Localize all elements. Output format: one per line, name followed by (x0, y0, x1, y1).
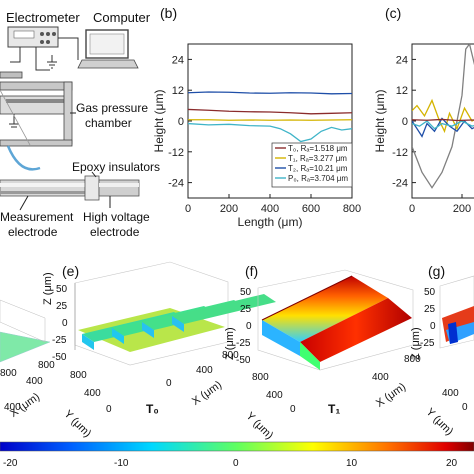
z-tick-e-4: -50 (52, 352, 67, 363)
y-tick-label: 24 (396, 54, 408, 66)
surface-label-f: T₁ (328, 402, 341, 416)
x-tick-label: 800 (343, 203, 361, 215)
measurement-label-1: Measurement (0, 210, 74, 224)
z-tick-g-1: 25 (424, 304, 436, 315)
panel-label-e: (e) (62, 263, 80, 279)
colorbar (0, 441, 474, 452)
y-tick-f-0: 800 (252, 372, 269, 383)
x-axis-label: Length (μm) (238, 215, 303, 229)
colorbar-tick-2: 0 (233, 458, 239, 469)
y-axis-label: Height (μm) (373, 90, 387, 153)
surface-f (257, 269, 414, 371)
panel-label-c: (c) (385, 5, 402, 21)
panel-label-g: (g) (428, 263, 446, 279)
legend-entry-3: P₀, Rₐ=3.704 μm (288, 174, 348, 183)
x-tick-e-0: 0 (166, 378, 172, 389)
hv-label-2: electrode (90, 225, 140, 239)
legend-entry-1: T₁, Rₐ=3.277 μm (288, 154, 347, 163)
x-tick-d-0: 400 (26, 376, 43, 387)
y-tick-f-2: 0 (290, 404, 296, 415)
legend-entry-0: T₀, Rₐ=1.518 μm (288, 144, 348, 153)
panel-label-f: (f) (245, 263, 259, 279)
series-line-3 (412, 120, 474, 130)
y-axis-label: Height (μm) (152, 90, 166, 153)
y-tick-f-1: 400 (266, 390, 283, 401)
y-tick-e-1: 400 (84, 388, 101, 399)
z-tick-f-4: -50 (236, 355, 251, 366)
colorbar-tick-3: 10 (346, 458, 358, 469)
computer-label: Computer (93, 10, 151, 25)
series-line-0 (188, 108, 352, 115)
z-tick-f-2: 0 (246, 321, 252, 332)
ridge-top-3 (172, 294, 276, 324)
x-tick-f-1: 800 (404, 354, 421, 365)
y-tick-label: -12 (392, 147, 408, 159)
z-axis-label-e: Z (μm) (42, 272, 54, 305)
x-tick-d-1: 800 (38, 360, 55, 371)
z-tick-g-2: 0 (430, 321, 436, 332)
y-tick-label: 12 (172, 85, 184, 97)
series-line-1 (412, 98, 474, 134)
z-tick-e-1: 25 (56, 301, 68, 312)
schematic-panel: Electrometer Computer Gas pressure chamb… (0, 0, 165, 250)
y-tick-e-0: 800 (70, 370, 87, 381)
x-tick-label: 200 (453, 203, 471, 215)
series-line-2 (188, 91, 352, 95)
y-tick-d-1: 400 (4, 402, 21, 413)
y-tick-label: -24 (392, 178, 408, 190)
z-tick-f-0: 50 (240, 287, 252, 298)
x-tick-label: 200 (220, 203, 238, 215)
electrometer-label: Electrometer (6, 10, 80, 25)
z-tick-e-3: -25 (52, 335, 67, 346)
z-tick-f-1: 25 (240, 304, 252, 315)
colorbar-tick-1: -10 (114, 458, 129, 469)
legend-entry-2: T₂, Rₐ=10.21 μm (288, 164, 348, 173)
legend-box (271, 142, 353, 188)
z-tick-e-2: 0 (62, 318, 68, 329)
panel-label-b: (b) (160, 5, 178, 21)
surface-label-e: T₀ (146, 402, 159, 416)
series-line-3 (188, 122, 352, 143)
x-tick-label: 0 (409, 203, 415, 215)
z-tick-g-3: -25 (420, 338, 435, 349)
y-tick-g-1: 0 (462, 402, 468, 413)
x-tick-label: 0 (185, 203, 191, 215)
ridge-side-0 (82, 334, 94, 350)
ridge-side-3 (172, 316, 184, 332)
colorbar-tick-4: 20 (446, 458, 458, 469)
z-tick-f-3: -25 (236, 338, 251, 349)
ridge-side-2 (142, 322, 154, 338)
x-tick-e-1: 400 (196, 365, 213, 376)
y-tick-g-0: 400 (442, 388, 459, 399)
x-tick-f-0: 400 (372, 372, 389, 383)
z-tick-e-0: 50 (56, 284, 68, 295)
measurement-label-2: electrode (8, 225, 58, 239)
z-axis-label-f: Z (μm) (224, 327, 236, 360)
z-tick-g-0: 50 (424, 287, 436, 298)
surface-d (0, 299, 51, 363)
y-tick-label: 12 (396, 85, 408, 97)
y-tick-label: -24 (168, 178, 184, 190)
ridge-side-1 (112, 328, 124, 344)
y-tick-d-0: 800 (0, 368, 17, 379)
y-tick-label: 0 (178, 116, 184, 128)
y-tick-label: 24 (172, 54, 184, 66)
series-line-1 (188, 119, 352, 121)
x-tick-label: 600 (302, 203, 320, 215)
x-tick-label: 400 (261, 203, 279, 215)
epoxy-label: Epoxy insulators (72, 160, 161, 174)
colorbar-tick-0: -20 (3, 458, 18, 469)
hv-label-1: High voltage (83, 210, 150, 224)
surface-g (439, 275, 474, 349)
y-tick-e-2: 0 (106, 404, 112, 415)
y-tick-label: -12 (168, 147, 184, 159)
x-tick-e-2: 800 (222, 350, 239, 361)
y-tick-label: 0 (402, 116, 408, 128)
gas-chamber-label-1: Gas pressure (76, 101, 149, 115)
surface-e (74, 261, 276, 366)
gas-chamber-label-2: chamber (85, 116, 132, 130)
